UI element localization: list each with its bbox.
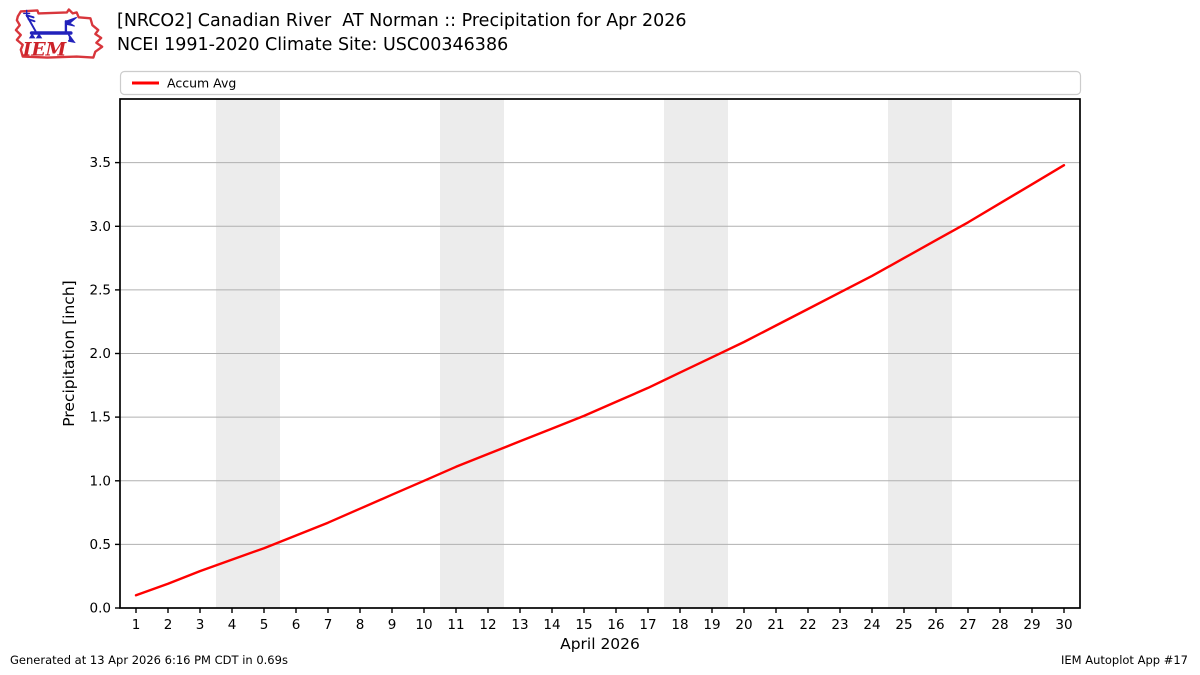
x-tick-label: 27 [959,617,976,633]
x-axis-label: April 2026 [560,635,640,653]
weather-vane-icon [23,9,78,44]
x-tick-label: 16 [607,617,624,633]
x-tick-label: 30 [1055,617,1072,633]
footer-app-text: IEM Autoplot App #17 [1060,653,1188,667]
logo-text: IEM [22,40,68,61]
x-tick-label: 17 [639,617,656,633]
legend: Accum Avg [119,70,1082,96]
accum-avg-line [134,163,1066,597]
x-tick-label: 24 [863,617,880,633]
footer-generated-text: Generated at 13 Apr 2026 6:16 PM CDT in … [10,653,288,667]
y-tick-label: 0.0 [90,601,111,617]
y-tick-label: 3.0 [90,219,111,235]
x-tick-label: 10 [415,617,432,633]
x-tick-label: 8 [356,617,365,633]
x-tick-label: 9 [388,617,397,633]
y-tick-label: 2.0 [90,346,111,362]
x-tick-label: 1 [132,617,141,633]
x-tick-label: 15 [575,617,592,633]
x-tick-label: 13 [511,617,528,633]
x-tick-label: 18 [671,617,688,633]
x-tick-label: 12 [479,617,496,633]
x-tick-label: 5 [260,617,269,633]
chart-title: [NRCO2] Canadian River AT Norman :: Prec… [117,11,687,31]
x-tick-label: 26 [927,617,944,633]
x-tick-label: 23 [831,617,848,633]
y-tick-label: 3.5 [90,155,111,171]
iem-logo: IEM [14,8,104,61]
x-tick-label: 21 [767,617,784,633]
x-tick-label: 20 [735,617,752,633]
accum-avg-polyline [134,163,1066,597]
x-tick-label: 25 [895,617,912,633]
y-tick-label: 1.5 [90,410,111,426]
y-tick-label: 2.5 [90,282,111,298]
gridlines [120,162,1080,545]
x-axis-ticks: 1 2 3 4 5 6 7 8 9 10 11 12 13 14 15 16 17 18 19 20 21 22 23 24 2… [132,608,1073,633]
chart-title-block: [NRCO2] Canadian River AT Norman :: Prec… [117,9,687,57]
x-tick-label: 6 [292,617,301,633]
x-tick-label: 22 [799,617,816,633]
x-tick-label: 28 [991,617,1008,633]
x-tick-label: 29 [1023,617,1040,633]
y-axis-label: Precipitation [inch] [60,280,78,426]
x-tick-label: 14 [543,617,560,633]
x-tick-label: 11 [447,617,464,633]
legend-box [119,70,1082,96]
legend-label: Accum Avg [167,76,236,91]
x-tick-label: 2 [164,617,173,633]
y-axis-ticks: 0.0 0.5 1.0 1.5 2.0 2.5 3.0 3.5 [90,155,120,617]
x-tick-label: 7 [324,617,333,633]
chart-subtitle: NCEI 1991-2020 Climate Site: USC00346386 [117,35,509,55]
y-tick-label: 1.0 [90,473,111,489]
x-tick-label: 19 [703,617,720,633]
x-tick-label: 3 [196,617,205,633]
x-tick-label: 4 [228,617,237,633]
y-tick-label: 0.5 [90,537,111,553]
